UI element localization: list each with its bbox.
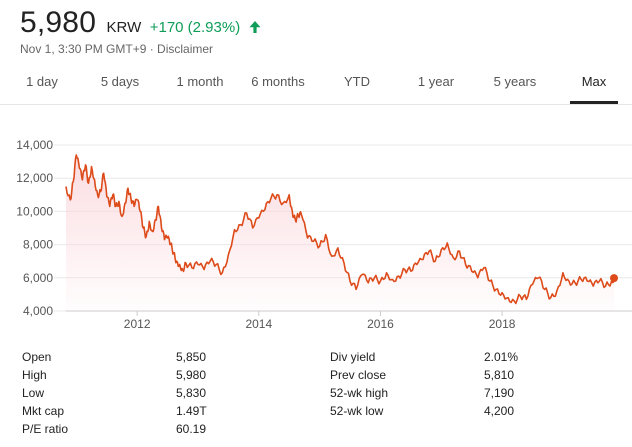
currency-label: KRW <box>106 19 142 36</box>
y-tick-label: 4,000 <box>23 304 53 318</box>
stat-value: 5,980 <box>176 368 207 382</box>
y-tick-label: 8,000 <box>23 238 53 252</box>
y-tick-label: 12,000 <box>16 171 53 185</box>
stat-label: P/E ratio <box>22 422 69 436</box>
stat-label: High <box>22 368 47 382</box>
stat-value: 5,830 <box>176 386 207 400</box>
y-tick-label: 6,000 <box>23 271 53 285</box>
stat-value: 60.19 <box>176 422 207 436</box>
price-change: +170 (2.93%) <box>149 19 241 36</box>
y-tick-label: 14,000 <box>16 138 53 152</box>
active-tab-indicator <box>570 101 618 104</box>
stat-label: Low <box>22 386 45 400</box>
last-price-point <box>610 274 618 283</box>
quote-header: 5,980 KRW +170 (2.93%) <box>20 6 262 40</box>
x-tick-label: 2016 <box>367 317 394 331</box>
tab-6-months[interactable]: 6 months <box>251 74 305 89</box>
price-line <box>65 154 615 305</box>
price-chart-svg: 14,000 12,000 10,000 8,000 6,000 4,000 2012 20… <box>16 138 632 331</box>
arrow-up-icon <box>249 21 261 33</box>
price-area <box>66 155 614 311</box>
stat-value: 1.49T <box>176 404 207 418</box>
stat-value: 2.01% <box>484 350 519 364</box>
price-chart[interactable]: 14,000 12,000 10,000 8,000 6,000 4,000 2012 20… <box>0 105 632 338</box>
x-tick-label: 2018 <box>489 317 516 331</box>
stat-value: 5,850 <box>176 350 207 364</box>
x-tick-label: 2012 <box>124 317 151 331</box>
tab-5-years[interactable]: 5 years <box>493 74 537 89</box>
x-tick-label: 2014 <box>245 317 272 331</box>
stat-label: 52-wk high <box>330 386 389 400</box>
stat-label: Div yield <box>330 350 376 364</box>
tab-1-year[interactable]: 1 year <box>417 74 455 89</box>
tab-max[interactable]: Max <box>581 74 607 89</box>
stat-label: Open <box>22 350 52 364</box>
stat-label: Prev close <box>330 368 387 382</box>
stat-value: 7,190 <box>484 386 515 400</box>
range-tabs: 1 day 5 days 1 month 6 months YTD 1 year… <box>0 64 632 105</box>
stat-label: Mkt cap <box>22 404 65 418</box>
tab-1-month[interactable]: 1 month <box>176 74 224 89</box>
tab-1-day[interactable]: 1 day <box>26 74 58 89</box>
price-value: 5,980 <box>20 6 97 39</box>
timestamp-disclaimer[interactable]: Nov 1, 3:30 PM GMT+9 · Disclaimer <box>20 42 214 56</box>
stat-value: 4,200 <box>484 404 515 418</box>
tab-5-days[interactable]: 5 days <box>100 74 140 89</box>
stat-label: 52-wk low <box>330 404 384 418</box>
stat-value: 5,810 <box>484 368 515 382</box>
tab-ytd[interactable]: YTD <box>344 74 370 89</box>
y-tick-label: 10,000 <box>16 204 53 218</box>
